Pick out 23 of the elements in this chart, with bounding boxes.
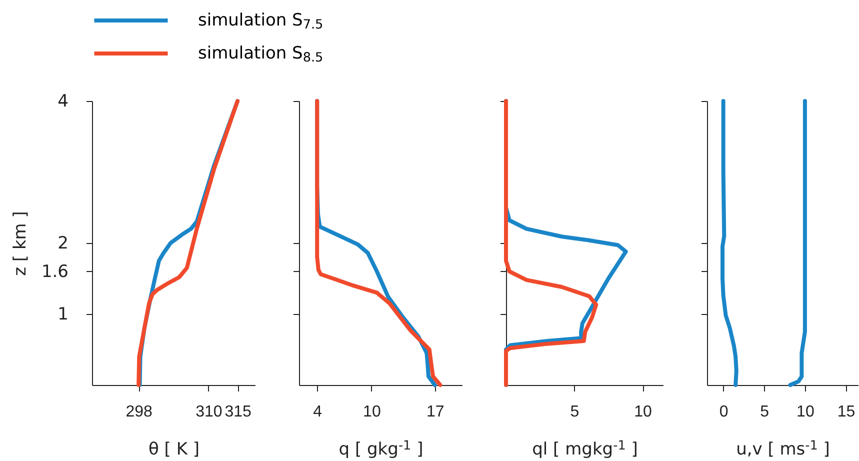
legend-label: simulation S$_{7.5}$	[198, 10, 324, 33]
y-tick-label: 1	[58, 304, 68, 324]
x-tick-label: 315	[224, 404, 252, 420]
x-tick-label: 310	[196, 404, 222, 420]
x-tick-label: 10	[363, 404, 381, 420]
x-axis-title: q [ gkg$^{-1}$ ]	[338, 438, 424, 460]
x-tick-label: 10	[796, 404, 814, 420]
y-tick-label: 2	[58, 234, 68, 254]
y-axis-title: z [ km ]	[10, 211, 30, 276]
x-axis-title: u,v [ ms$^{-1}$ ]	[736, 438, 830, 460]
x-axis-title: ql [ mgkg$^{-1}$ ]	[532, 438, 638, 460]
x-tick-label: 10	[634, 404, 652, 420]
y-tick-label: 4	[58, 92, 68, 112]
x-tick-label: 17	[426, 404, 444, 420]
x-tick-label: 0	[719, 404, 728, 420]
y-tick-label: 1.6	[41, 262, 68, 282]
x-tick-label: 298	[126, 404, 153, 420]
x-tick-label: 4	[313, 404, 322, 420]
x-tick-label: 5	[760, 404, 770, 420]
legend-label: simulation S$_{8.5}$	[198, 44, 324, 66]
x-tick-label: 5	[570, 404, 580, 420]
x-tick-label: 15	[837, 404, 856, 420]
x-axis-title: θ [ K ]	[148, 440, 200, 460]
